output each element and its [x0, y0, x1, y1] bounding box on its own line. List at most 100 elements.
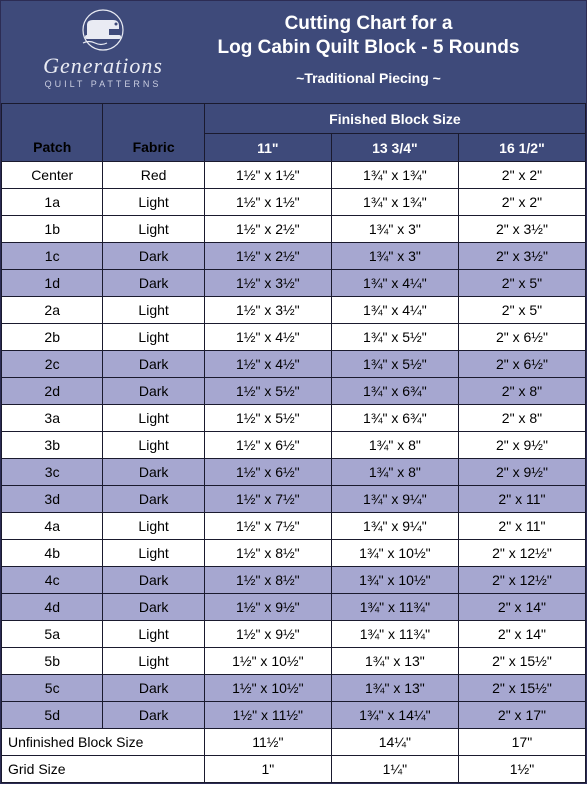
- table-row: 2aLight1½" x 3½"1¾" x 4¼"2" x 5": [2, 297, 586, 324]
- cell-s3: 2" x 5": [458, 270, 585, 297]
- cell-s3: 2" x 9½": [458, 459, 585, 486]
- table-row: 2dDark1½" x 5½"1¾" x 6¾"2" x 8": [2, 378, 586, 405]
- cell-s1: 1½" x 8½": [204, 567, 331, 594]
- cell-patch: 2d: [2, 378, 103, 405]
- cell-s3: 2" x 17": [458, 702, 585, 729]
- cell-patch: 1a: [2, 189, 103, 216]
- cell-s1: 1½" x 6½": [204, 432, 331, 459]
- brand-subtitle: QUILT PATTERNS: [45, 79, 162, 89]
- table-row: 2bLight1½" x 4½"1¾" x 5½"2" x 6½": [2, 324, 586, 351]
- brand-name: Generations: [43, 53, 163, 79]
- col-size-16-1-2: 16 1/2": [458, 134, 585, 162]
- cell-fabric: Dark: [103, 270, 204, 297]
- cell-s3: 2" x 3½": [458, 216, 585, 243]
- cell-fabric: Light: [103, 405, 204, 432]
- cell-fabric: Red: [103, 162, 204, 189]
- cell-s1: 1½" x 5½": [204, 378, 331, 405]
- cell-s1: 1½" x 6½": [204, 459, 331, 486]
- footer-cell-s3: 17": [458, 729, 585, 756]
- cell-s2: 1¾" x 11¾": [331, 621, 458, 648]
- footer-cell-s3: 1½": [458, 756, 585, 783]
- table-body: CenterRed1½" x 1½"1¾" x 1¾"2" x 2"1aLigh…: [2, 162, 586, 783]
- cell-fabric: Light: [103, 513, 204, 540]
- cell-fabric: Dark: [103, 675, 204, 702]
- cell-patch: 3b: [2, 432, 103, 459]
- col-size-11: 11": [204, 134, 331, 162]
- table-row: 3bLight1½" x 6½"1¾" x 8"2" x 9½": [2, 432, 586, 459]
- cell-s3: 2" x 3½": [458, 243, 585, 270]
- footer-label: Grid Size: [2, 756, 205, 783]
- cell-s2: 1¾" x 13": [331, 675, 458, 702]
- cell-fabric: Light: [103, 432, 204, 459]
- cell-patch: 5d: [2, 702, 103, 729]
- cell-s1: 1½" x 3½": [204, 297, 331, 324]
- cell-patch: 2c: [2, 351, 103, 378]
- cell-patch: 3a: [2, 405, 103, 432]
- footer-cell-s1: 1": [204, 756, 331, 783]
- cell-s2: 1¾" x 8": [331, 432, 458, 459]
- cell-s1: 1½" x 9½": [204, 621, 331, 648]
- col-size-13-3-4: 13 3/4": [331, 134, 458, 162]
- cell-fabric: Dark: [103, 243, 204, 270]
- cell-s1: 1½" x 2½": [204, 243, 331, 270]
- cell-s3: 2" x 11": [458, 486, 585, 513]
- cell-s2: 1¾" x 4¼": [331, 297, 458, 324]
- cell-fabric: Light: [103, 540, 204, 567]
- header: Generations QUILT PATTERNS Cutting Chart…: [1, 1, 586, 103]
- cell-patch: Center: [2, 162, 103, 189]
- cell-patch: 4a: [2, 513, 103, 540]
- cell-s2: 1¾" x 9¼": [331, 513, 458, 540]
- cell-s2: 1¾" x 13": [331, 648, 458, 675]
- cell-patch: 4d: [2, 594, 103, 621]
- table-row: 2cDark1½" x 4½"1¾" x 5½"2" x 6½": [2, 351, 586, 378]
- table-row: 1bLight1½" x 2½"1¾" x 3"2" x 3½": [2, 216, 586, 243]
- table-row: 3aLight1½" x 5½"1¾" x 6¾"2" x 8": [2, 405, 586, 432]
- footer-label: Unfinished Block Size: [2, 729, 205, 756]
- cell-s2: 1¾" x 6¾": [331, 405, 458, 432]
- cell-s1: 1½" x 1½": [204, 162, 331, 189]
- cell-s3: 2" x 12½": [458, 540, 585, 567]
- table-row: CenterRed1½" x 1½"1¾" x 1¾"2" x 2": [2, 162, 586, 189]
- cell-fabric: Light: [103, 189, 204, 216]
- cell-s1: 1½" x 5½": [204, 405, 331, 432]
- cell-s3: 2" x 15½": [458, 648, 585, 675]
- table-row: 4aLight1½" x 7½"1¾" x 9¼"2" x 11": [2, 513, 586, 540]
- table-row: 5bLight1½" x 10½"1¾" x 13"2" x 15½": [2, 648, 586, 675]
- cutting-chart-card: Generations QUILT PATTERNS Cutting Chart…: [0, 0, 587, 784]
- cell-s3: 2" x 2": [458, 189, 585, 216]
- cell-s3: 2" x 8": [458, 405, 585, 432]
- cell-s3: 2" x 11": [458, 513, 585, 540]
- table-row: 5dDark1½" x 11½"1¾" x 14¼"2" x 17": [2, 702, 586, 729]
- cutting-chart-table: Patch Fabric Finished Block Size 11" 13 …: [1, 103, 586, 783]
- cell-s1: 1½" x 4½": [204, 351, 331, 378]
- cell-s2: 1¾" x 5½": [331, 351, 458, 378]
- footer-row: Grid Size1"1¼"1½": [2, 756, 586, 783]
- brand-logo: Generations QUILT PATTERNS: [13, 9, 193, 89]
- cell-s1: 1½" x 10½": [204, 648, 331, 675]
- cell-s1: 1½" x 7½": [204, 486, 331, 513]
- cell-s2: 1¾" x 4¼": [331, 270, 458, 297]
- col-group-finished-size: Finished Block Size: [204, 104, 585, 134]
- table-row: 5aLight1½" x 9½"1¾" x 11¾"2" x 14": [2, 621, 586, 648]
- cell-patch: 1c: [2, 243, 103, 270]
- cell-s2: 1¾" x 10½": [331, 540, 458, 567]
- cell-s2: 1¾" x 9¼": [331, 486, 458, 513]
- title-line-2: Log Cabin Quilt Block - 5 Rounds: [193, 36, 544, 60]
- title-block: Cutting Chart for a Log Cabin Quilt Bloc…: [193, 12, 574, 86]
- cell-patch: 4c: [2, 567, 103, 594]
- cell-patch: 3c: [2, 459, 103, 486]
- cell-s3: 2" x 9½": [458, 432, 585, 459]
- table-row: 1dDark1½" x 3½"1¾" x 4¼"2" x 5": [2, 270, 586, 297]
- col-fabric: Fabric: [103, 104, 204, 162]
- cell-s3: 2" x 6½": [458, 324, 585, 351]
- cell-patch: 5c: [2, 675, 103, 702]
- footer-row: Unfinished Block Size11½"14¼"17": [2, 729, 586, 756]
- cell-s1: 1½" x 7½": [204, 513, 331, 540]
- table-row: 3cDark1½" x 6½"1¾" x 8"2" x 9½": [2, 459, 586, 486]
- cell-patch: 5b: [2, 648, 103, 675]
- cell-fabric: Dark: [103, 459, 204, 486]
- table-row: 3dDark1½" x 7½"1¾" x 9¼"2" x 11": [2, 486, 586, 513]
- footer-cell-s2: 1¼": [331, 756, 458, 783]
- cell-s3: 2" x 6½": [458, 351, 585, 378]
- cell-s1: 1½" x 2½": [204, 216, 331, 243]
